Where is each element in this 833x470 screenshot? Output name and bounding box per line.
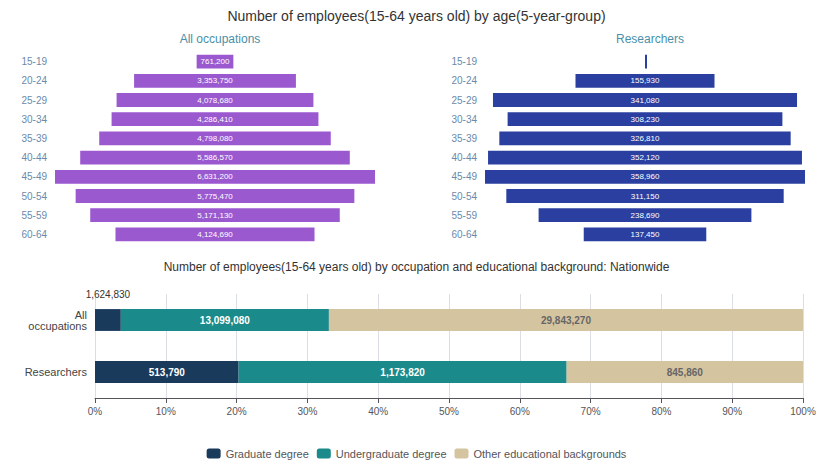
svg-text:80%: 80% (651, 406, 671, 417)
svg-text:50-54: 50-54 (21, 191, 47, 202)
svg-text:All occupations: All occupations (180, 32, 261, 46)
svg-text:3,353,750: 3,353,750 (197, 76, 233, 85)
svg-text:513,790: 513,790 (149, 367, 186, 378)
svg-text:40%: 40% (368, 406, 388, 417)
svg-text:40-44: 40-44 (21, 152, 47, 163)
svg-text:55-59: 55-59 (451, 210, 477, 221)
svg-text:358,960: 358,960 (631, 172, 660, 181)
svg-text:70%: 70% (581, 406, 601, 417)
svg-text:Graduate degree: Graduate degree (226, 448, 309, 460)
svg-text:30-34: 30-34 (451, 114, 477, 125)
svg-text:Researchers: Researchers (616, 32, 684, 46)
svg-text:45-49: 45-49 (451, 171, 477, 182)
svg-text:Undergraduate degree: Undergraduate degree (336, 448, 447, 460)
svg-text:4,798,080: 4,798,080 (197, 134, 233, 143)
svg-text:25-29: 25-29 (451, 95, 477, 106)
svg-text:29,843,270: 29,843,270 (541, 315, 591, 326)
svg-text:137,450: 137,450 (631, 230, 660, 239)
svg-text:4,286,410: 4,286,410 (197, 115, 233, 124)
svg-text:761,200: 761,200 (201, 57, 230, 66)
svg-text:20-24: 20-24 (21, 75, 47, 86)
svg-text:352,120: 352,120 (631, 153, 660, 162)
svg-text:occupations: occupations (28, 320, 87, 332)
svg-text:1,173,820: 1,173,820 (380, 367, 425, 378)
svg-text:5,586,570: 5,586,570 (197, 153, 233, 162)
svg-text:6,631,200: 6,631,200 (197, 172, 233, 181)
svg-text:20-24: 20-24 (451, 75, 477, 86)
svg-text:155,930: 155,930 (631, 76, 660, 85)
svg-text:60%: 60% (510, 406, 530, 417)
svg-text:10%: 10% (156, 406, 176, 417)
svg-text:308,230: 308,230 (631, 115, 660, 124)
svg-text:90%: 90% (722, 406, 742, 417)
svg-text:Other educational backgrounds: Other educational backgrounds (473, 448, 626, 460)
svg-text:60-64: 60-64 (21, 229, 47, 240)
svg-text:5,171,130: 5,171,130 (197, 211, 233, 220)
svg-text:40-44: 40-44 (451, 152, 477, 163)
svg-text:341,080: 341,080 (631, 96, 660, 105)
svg-text:Number of employees(15-64 year: Number of employees(15-64 years old) by … (164, 260, 670, 274)
svg-text:845,860: 845,860 (667, 367, 704, 378)
svg-text:45-49: 45-49 (21, 171, 47, 182)
svg-text:20%: 20% (227, 406, 247, 417)
svg-text:60-64: 60-64 (451, 229, 477, 240)
svg-text:55-59: 55-59 (21, 210, 47, 221)
svg-text:Number of employees(15-64 year: Number of employees(15-64 years old) by … (227, 8, 605, 24)
svg-text:Researchers: Researchers (25, 366, 88, 378)
svg-text:30-34: 30-34 (21, 114, 47, 125)
svg-text:All: All (74, 308, 87, 321)
svg-text:15-19: 15-19 (451, 56, 477, 67)
svg-text:15-19: 15-19 (21, 56, 47, 67)
svg-text:35-39: 35-39 (21, 133, 47, 144)
svg-text:0%: 0% (88, 406, 103, 417)
svg-text:4,124,690: 4,124,690 (197, 230, 233, 239)
svg-text:50-54: 50-54 (451, 191, 477, 202)
svg-text:326,810: 326,810 (631, 134, 660, 143)
svg-text:311,150: 311,150 (631, 192, 660, 201)
svg-text:4,078,680: 4,078,680 (197, 96, 233, 105)
svg-text:13,099,080: 13,099,080 (200, 315, 250, 326)
svg-text:35-39: 35-39 (451, 133, 477, 144)
svg-text:238,690: 238,690 (631, 211, 660, 220)
svg-text:50%: 50% (439, 406, 459, 417)
svg-text:1,624,830: 1,624,830 (86, 289, 131, 300)
svg-text:30%: 30% (297, 406, 317, 417)
svg-text:100%: 100% (790, 406, 816, 417)
svg-text:25-29: 25-29 (21, 95, 47, 106)
svg-text:5,775,470: 5,775,470 (197, 192, 233, 201)
